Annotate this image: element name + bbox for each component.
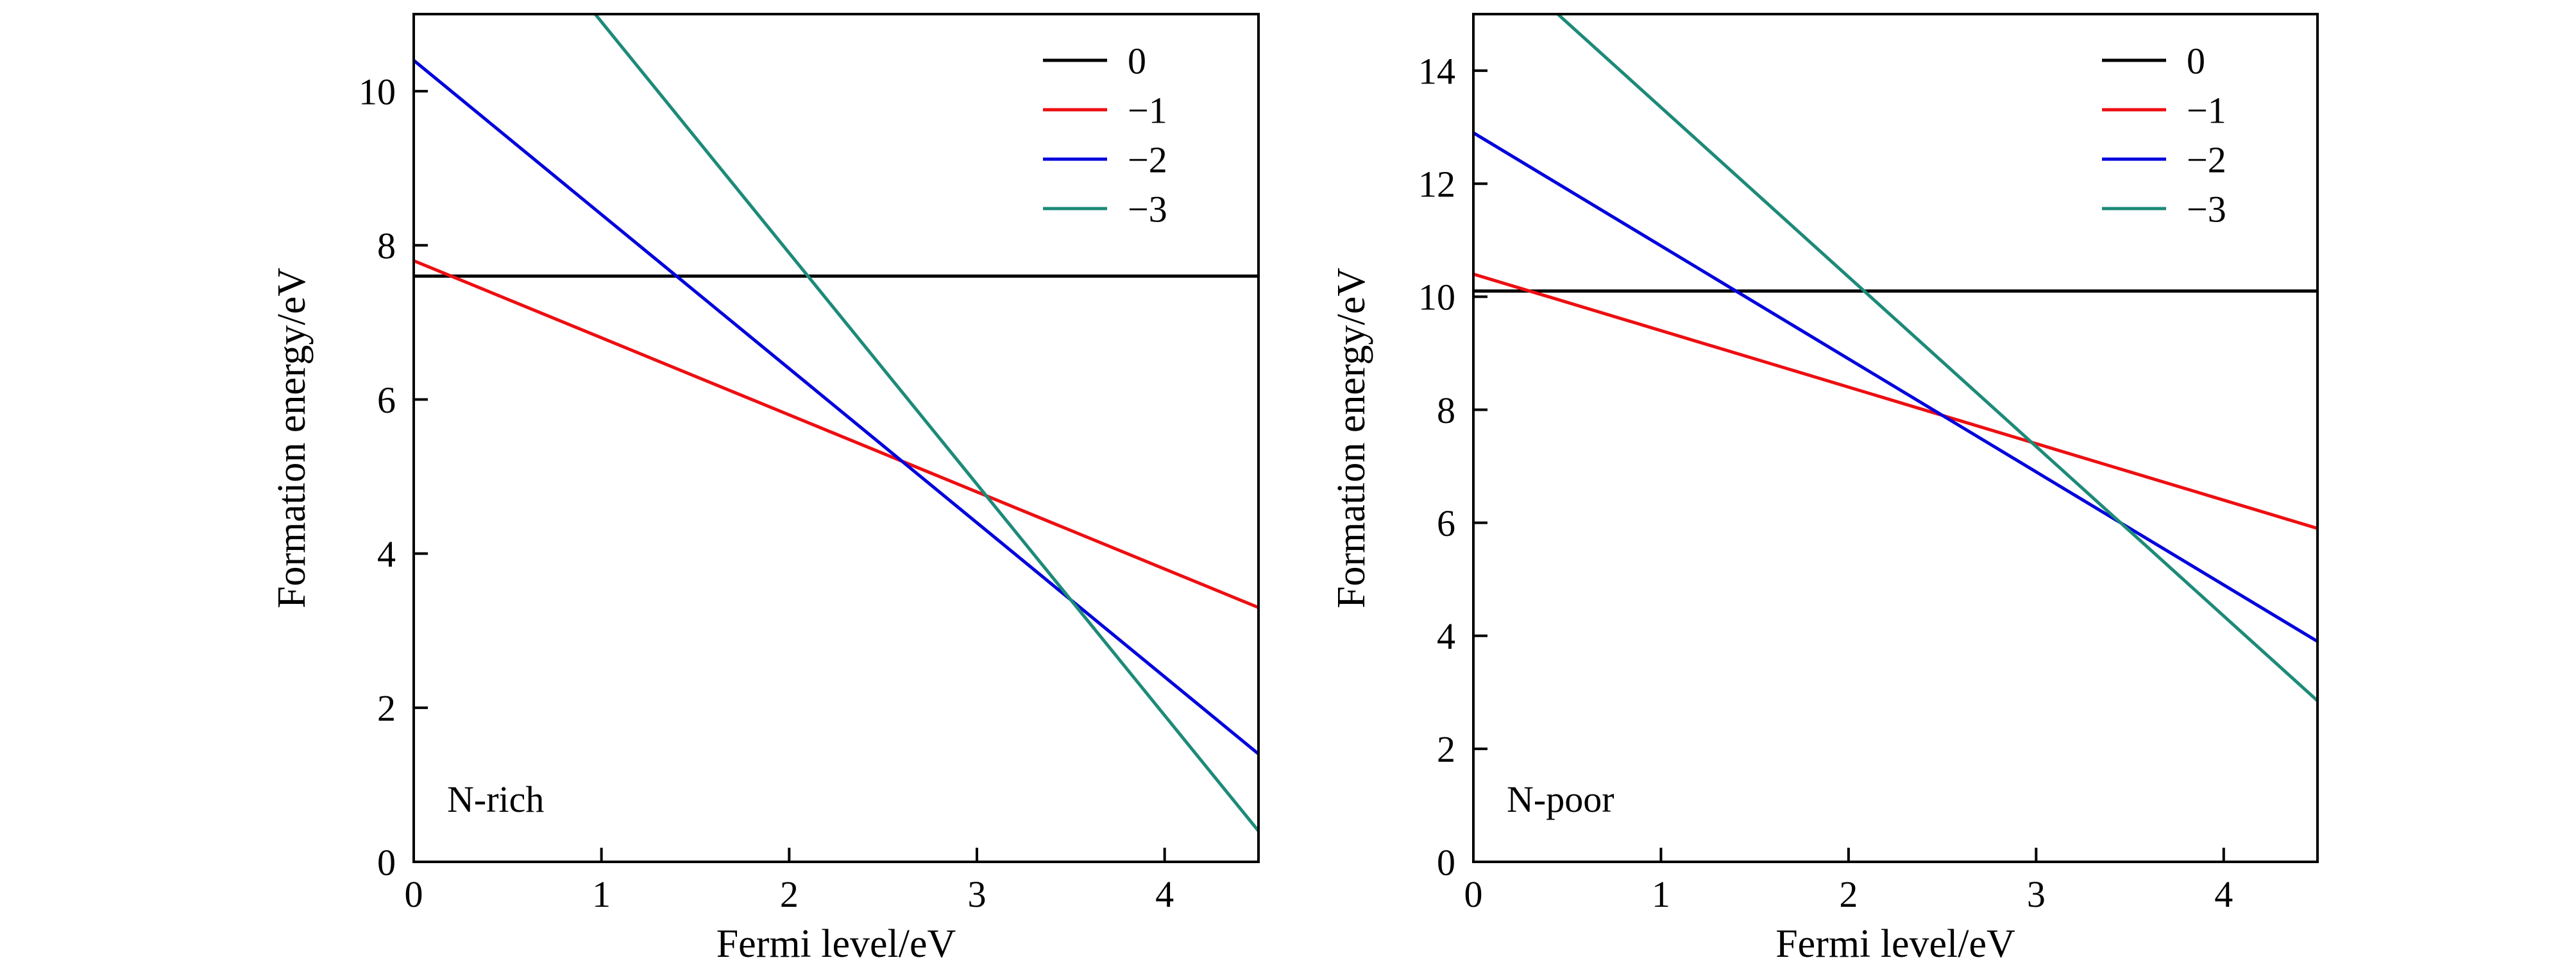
x-axis-label: Fermi level/eV	[1775, 922, 2015, 966]
legend-label-charge-−3: −3	[2187, 188, 2226, 230]
y-tick-label: 0	[1437, 841, 1455, 883]
y-tick-label: 14	[1418, 50, 1455, 92]
panel-label: N-poor	[1507, 778, 1614, 820]
plot-border	[412, 13, 1260, 863]
x-tick-label: 0	[405, 873, 423, 915]
x-tick-label: 1	[592, 873, 611, 915]
series-line-charge-−2	[1473, 131, 2318, 643]
series-line-charge-−2	[414, 59, 1258, 755]
legend-label-charge-−1: −1	[1128, 89, 1167, 131]
y-tick-label: 10	[359, 71, 396, 112]
x-tick-label: 0	[1464, 873, 1483, 915]
y-tick-label: 6	[377, 379, 396, 421]
series-lines	[1473, 14, 2318, 702]
y-axis-label: Formation energy/eV	[1330, 268, 1373, 608]
legend-label-charge-−1: −1	[2187, 89, 2226, 131]
x-tick-label: 2	[1839, 873, 1858, 915]
y-tick-label: 6	[1437, 502, 1455, 544]
y-tick-label: 4	[377, 533, 396, 575]
legend-label-charge-−2: −2	[2187, 139, 2226, 180]
y-axis-label: Formation energy/eV	[270, 268, 314, 608]
legend-label-charge-−2: −2	[1128, 139, 1167, 180]
series-line-charge-−3	[1555, 14, 2318, 702]
plot-border	[1472, 13, 2319, 863]
x-tick-label: 3	[2027, 873, 2046, 915]
x-tick-label: 1	[1652, 873, 1670, 915]
x-axis-label: Fermi level/eV	[716, 922, 956, 966]
x-tick-label: 3	[968, 873, 987, 915]
x-tick-label: 4	[2214, 873, 2233, 915]
chart-n-rich: 0 1 2 3 4 0 2 4 6 8 10 Fermi level/eV Formation ener…	[270, 13, 1260, 966]
y-tick-label: 2	[1437, 728, 1455, 770]
y-tick-label: 8	[1437, 390, 1455, 431]
series-lines	[414, 14, 1258, 832]
x-tick-label: 2	[780, 873, 799, 915]
y-tick-label: 8	[377, 225, 396, 267]
legend-label-charge-0: 0	[1128, 40, 1146, 82]
series-line-charge-−1	[414, 259, 1258, 610]
panel-n-rich: 0 1 2 3 4 0 2 4 6 8 10 Fermi level/eV Formation ener…	[270, 13, 1260, 966]
x-tick-label: 4	[1155, 873, 1174, 915]
panel-label: N-rich	[447, 778, 544, 820]
legend-label-charge-0: 0	[2187, 40, 2205, 82]
series-line-charge-−3	[593, 14, 1258, 832]
legend-label-charge-−3: −3	[1128, 188, 1167, 230]
series-line-charge-−1	[1473, 272, 2318, 530]
panel-n-poor: 0 1 2 3 4 0 2 4 6 8 10 12 14 Fermi level/eV Formation …	[1288, 0, 2576, 978]
y-tick-label: 12	[1418, 164, 1455, 205]
y-tick-label: 0	[377, 841, 396, 883]
y-tick-label: 10	[1418, 277, 1455, 318]
y-tick-label: 2	[377, 687, 396, 729]
y-tick-label: 4	[1437, 615, 1455, 657]
